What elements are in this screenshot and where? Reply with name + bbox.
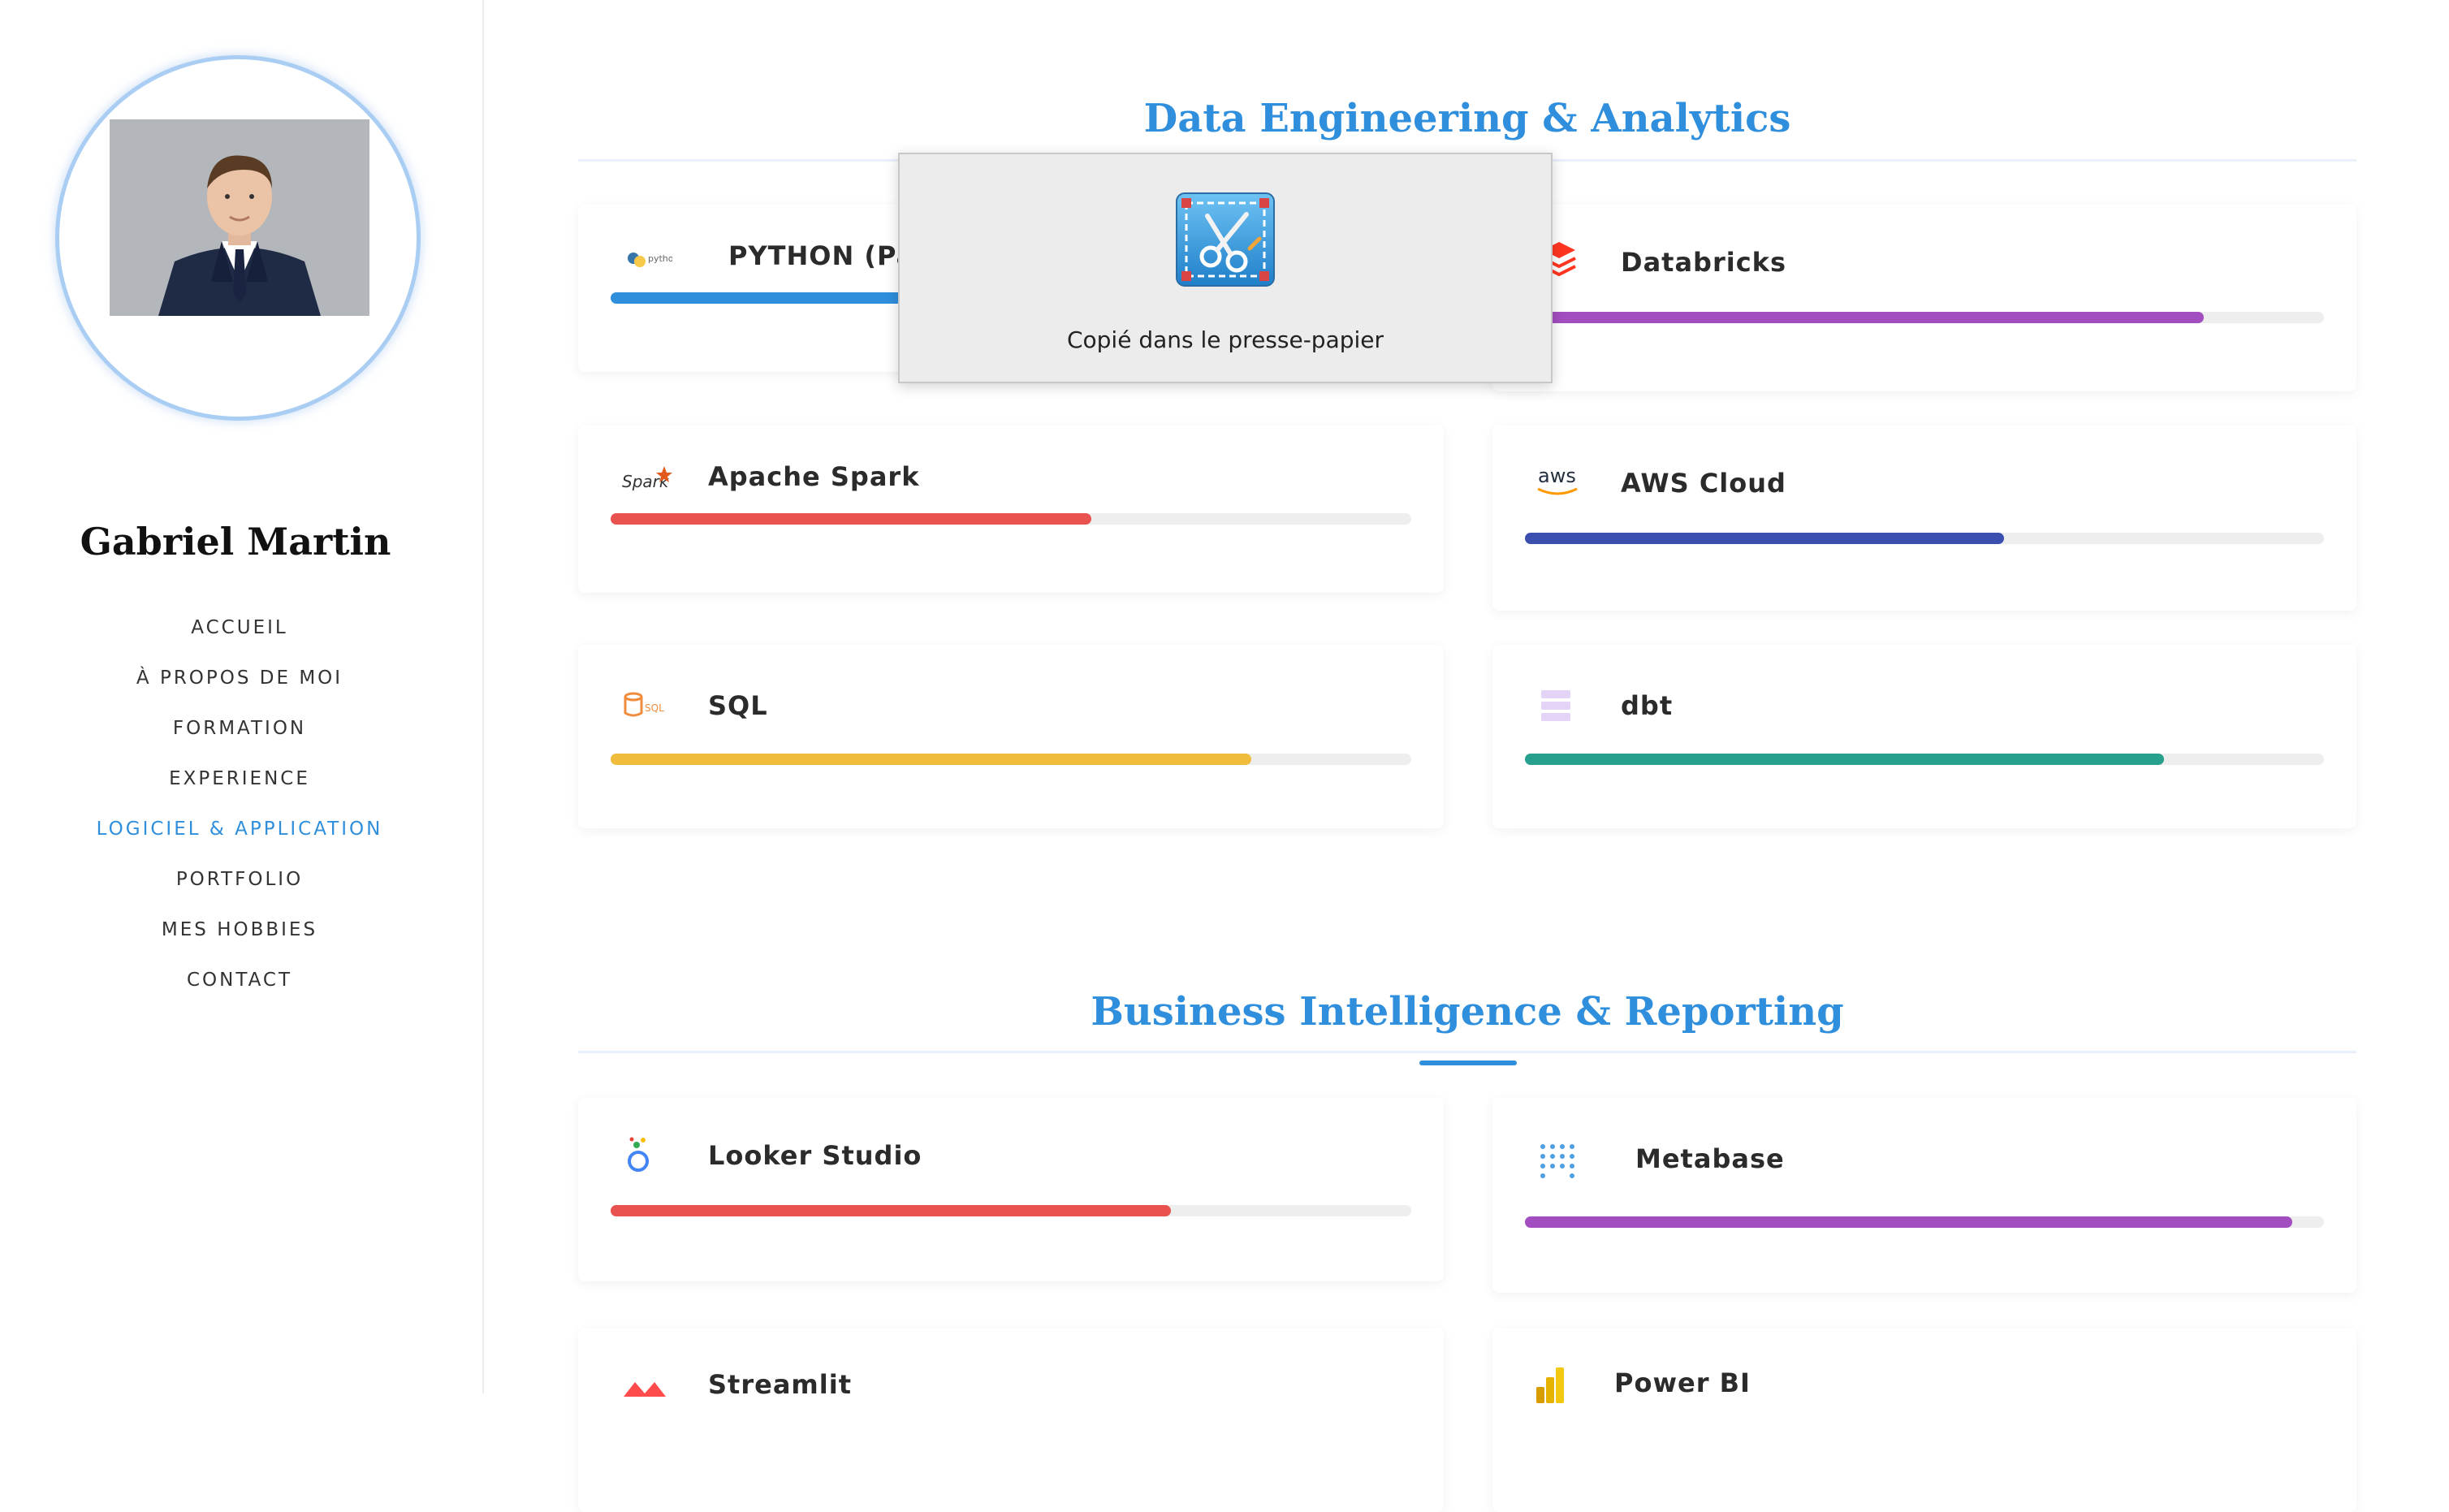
section-title-data-engineering: Data Engineering & Analytics <box>1143 96 1791 141</box>
skill-name: Streamlit <box>708 1369 852 1400</box>
skill-progress-fill <box>1525 533 2005 544</box>
section-title-business-intelligence: Business Intelligence & Reporting <box>1091 989 1844 1035</box>
skill-card-power-bi: Power BI <box>1492 1328 2356 1512</box>
skill-name: AWS Cloud <box>1621 468 1786 499</box>
svg-text:python: python <box>648 253 672 264</box>
skill-name: Power BI <box>1614 1367 1751 1398</box>
sidebar: Gabriel Martin ACCUEIL À PROPOS DE MOI F… <box>0 0 484 1393</box>
skill-card-metabase: Metabase <box>1492 1098 2356 1293</box>
screenshot-scissors-icon <box>1176 192 1275 287</box>
spark-logo-icon: Spark <box>622 466 672 491</box>
avatar <box>110 119 369 316</box>
skill-progress-fill <box>1525 1216 2292 1228</box>
nav-item-mes-hobbies[interactable]: MES HOBBIES <box>161 919 318 940</box>
nav-item-experience[interactable]: EXPERIENCE <box>169 768 310 789</box>
skill-card-sql: SQL SQL <box>578 645 1444 828</box>
skill-card-streamlit: Streamlit <box>578 1328 1444 1512</box>
nav-item-accueil[interactable]: ACCUEIL <box>191 617 288 638</box>
skill-progress-fill <box>611 754 1251 765</box>
powerbi-logo-icon <box>1536 1367 1564 1403</box>
clipboard-toast: Copié dans le presse-papier <box>898 153 1553 383</box>
skill-progress-fill <box>1525 312 2205 323</box>
skill-card-apache-spark: Spark Apache Spark <box>578 426 1444 593</box>
skill-card-dbt: dbt <box>1492 645 2356 828</box>
nav-item-formation[interactable]: FORMATION <box>172 718 307 739</box>
skill-progress-fill <box>611 1205 1172 1216</box>
skill-progress-track <box>1525 1216 2324 1228</box>
svg-text:SQL: SQL <box>645 702 664 714</box>
metabase-logo-icon <box>1540 1144 1574 1178</box>
skill-card-aws-cloud: aws AWS Cloud <box>1492 426 2356 611</box>
skill-progress-track <box>1525 533 2324 544</box>
streamlit-logo-icon <box>624 1382 666 1397</box>
skill-progress-fill <box>611 513 1091 525</box>
skill-progress-track <box>611 513 1411 525</box>
skill-progress-track <box>611 1205 1411 1216</box>
skill-progress-track <box>1525 754 2324 765</box>
skill-name: Apache Spark <box>708 461 920 492</box>
skill-name: SQL <box>708 690 768 721</box>
section-accent-line <box>1419 1061 1517 1065</box>
skill-progress-track <box>1525 312 2324 323</box>
toast-message: Copié dans le presse-papier <box>1066 326 1384 353</box>
skill-name: Looker Studio <box>708 1140 922 1171</box>
sql-logo-icon: SQL <box>624 692 664 717</box>
skill-card-databricks: Databricks <box>1492 205 2356 391</box>
nav-item-a-propos[interactable]: À PROPOS DE MOI <box>136 667 343 689</box>
main-nav: ACCUEIL À PROPOS DE MOI FORMATION EXPERI… <box>0 613 479 1016</box>
aws-logo-icon: aws <box>1537 464 1578 495</box>
skill-name: Databricks <box>1621 247 1786 278</box>
skill-name: Metabase <box>1635 1143 1785 1174</box>
skill-card-looker-studio: Looker Studio <box>578 1098 1444 1281</box>
python-logo-icon: python <box>628 253 672 267</box>
nav-item-contact[interactable]: CONTACT <box>186 970 293 991</box>
svg-text:aws: aws <box>1538 464 1576 487</box>
section-divider <box>578 1051 2356 1053</box>
looker-logo-icon <box>628 1137 649 1172</box>
skill-progress-track <box>611 754 1411 765</box>
nav-item-portfolio[interactable]: PORTFOLIO <box>175 869 304 890</box>
skill-name: dbt <box>1621 690 1674 721</box>
profile-name: Gabriel Martin <box>80 520 391 564</box>
dbt-logo-icon <box>1541 690 1570 721</box>
skill-progress-fill <box>1525 754 2165 765</box>
nav-item-logiciel-application[interactable]: LOGICIEL & APPLICATION <box>96 819 383 840</box>
